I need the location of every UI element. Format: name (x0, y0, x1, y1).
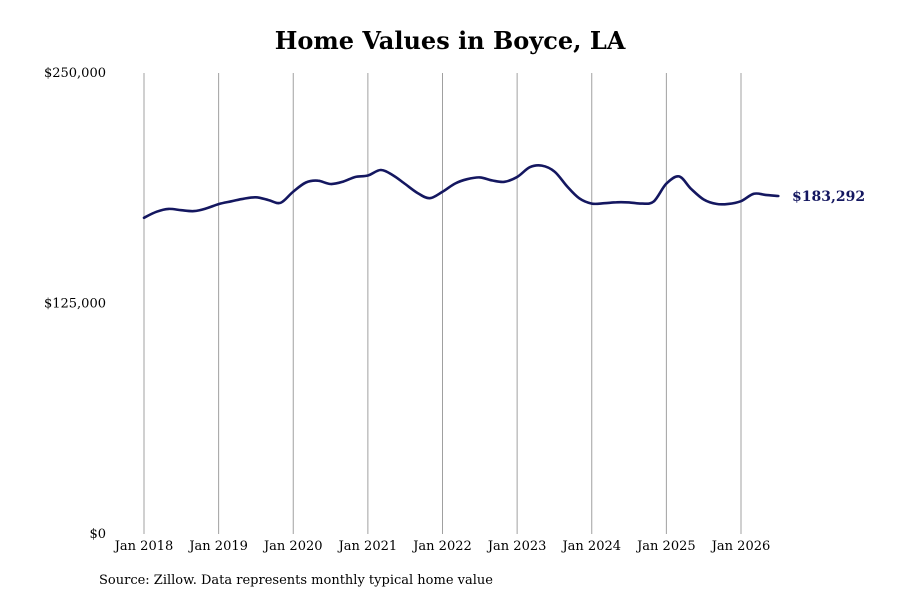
y-tick-label: $125,000 (44, 297, 106, 312)
x-axis-tick-labels: Jan 2018 Jan 2019 Jan 2020 Jan 2021 Jan 2022… (113, 539, 771, 554)
x-tick-label: Jan 2019 (187, 539, 248, 554)
x-tick-label: Jan 2023 (486, 539, 547, 554)
x-tick-label: Jan 2018 (113, 539, 174, 554)
home-value-line (142, 163, 780, 220)
last-value-label: $183,292 (792, 189, 865, 205)
y-tick-label: $0 (89, 527, 106, 542)
chart-title: Home Values in Boyce, LA (274, 26, 626, 55)
series-layer (142, 163, 780, 220)
x-tick-label: Jan 2025 (635, 539, 696, 554)
x-tick-label: Jan 2020 (262, 539, 323, 554)
source-note: Source: Zillow. Data represents monthly … (99, 573, 493, 588)
x-tick-label: Jan 2024 (560, 539, 621, 554)
x-tick-label: Jan 2026 (710, 539, 771, 554)
y-axis-tick-labels: $0 $125,000 $250,000 (44, 66, 106, 542)
gridlines (143, 73, 742, 534)
x-tick-label: Jan 2021 (337, 539, 398, 554)
x-tick-label: Jan 2022 (411, 539, 472, 554)
y-tick-label: $250,000 (44, 66, 106, 81)
